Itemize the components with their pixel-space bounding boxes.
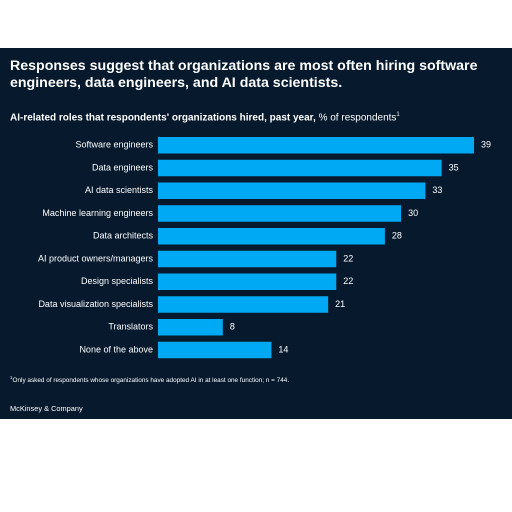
brand-name: McKinsey & Company [10, 404, 83, 413]
value-label: 28 [392, 231, 402, 241]
category-label: AI data scientists [85, 185, 154, 195]
category-label: None of the above [79, 344, 153, 354]
value-label: 14 [278, 344, 288, 354]
category-label: Machine learning engineers [42, 208, 153, 218]
bar [158, 273, 337, 290]
subtitle-unit: % of respondents [315, 112, 397, 124]
value-label: 21 [335, 299, 345, 309]
bar [158, 319, 223, 336]
value-label: 8 [230, 322, 235, 332]
subtitle-footnote-mark: 1 [396, 112, 400, 118]
category-label: Software engineers [75, 140, 153, 150]
bar [158, 296, 329, 313]
value-label: 22 [343, 276, 353, 286]
chart-subtitle: AI-related roles that respondents' organ… [10, 109, 505, 124]
bar [158, 182, 426, 199]
category-label: Data architects [93, 231, 154, 241]
footnote-text: Only asked of respondents whose organiza… [12, 377, 290, 385]
bar [158, 228, 385, 245]
category-label: Translators [108, 322, 153, 332]
headline: Responses suggest that organizations are… [10, 58, 478, 91]
footnote-mark: 1 [10, 375, 13, 380]
value-label: 30 [408, 208, 418, 218]
category-label: Data engineers [92, 162, 154, 172]
value-label: 39 [481, 140, 491, 150]
value-label: 35 [449, 162, 459, 172]
value-label: 22 [343, 253, 353, 263]
footnote: 1Only asked of respondents whose organiz… [10, 375, 289, 384]
category-label: Design specialists [81, 276, 154, 286]
chart-panel: Responses suggest that organizations are… [0, 48, 512, 419]
category-label: AI product owners/managers [38, 253, 154, 263]
bar [158, 250, 337, 268]
bar [158, 137, 474, 154]
bar [158, 341, 272, 359]
category-label: Data visualization specialists [38, 299, 153, 309]
bar [158, 159, 442, 177]
bar-chart: Software engineers 39 Data engineers 35 AI d… [38, 137, 491, 359]
subtitle-bold: AI-related roles that respondents' organ… [10, 112, 316, 124]
value-label: 33 [432, 185, 442, 195]
bar [158, 205, 402, 222]
